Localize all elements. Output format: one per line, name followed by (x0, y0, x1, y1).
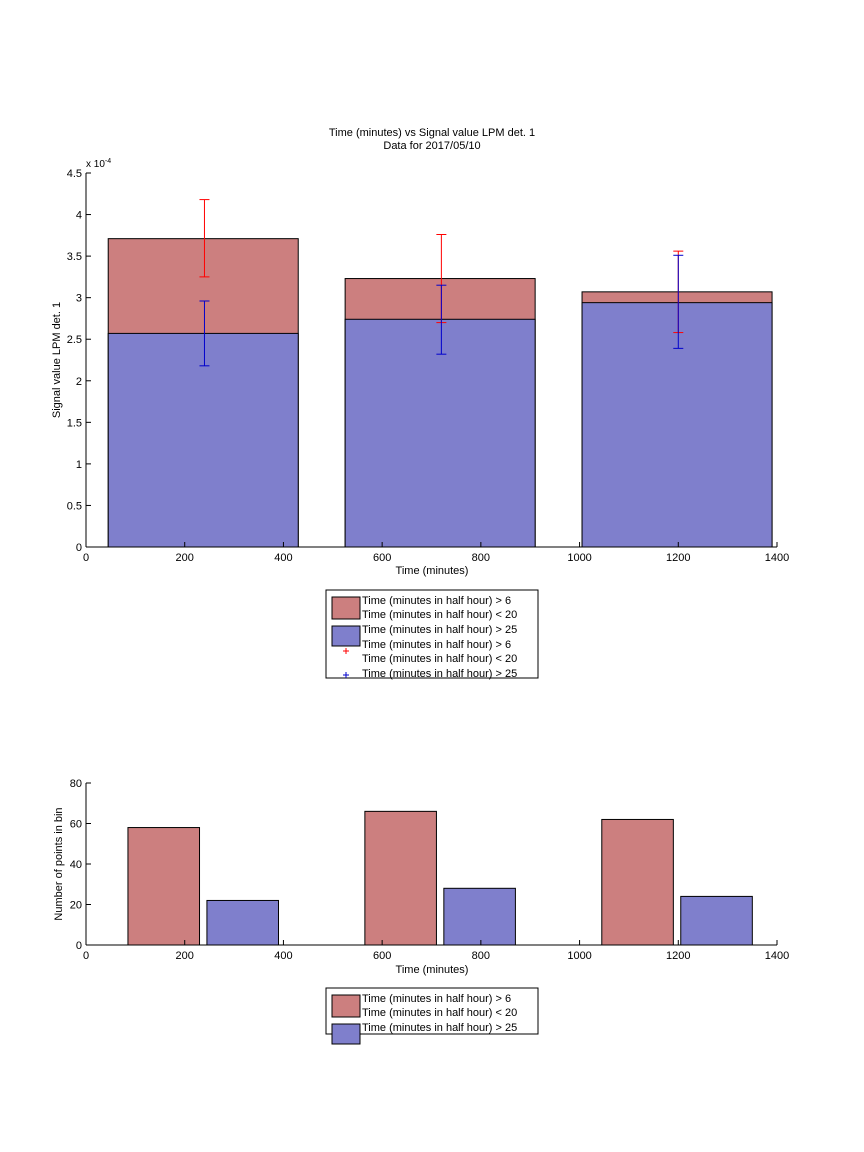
x-tick-label: 1400 (765, 950, 789, 962)
chart-subtitle: Data for 2017/05/10 (383, 140, 480, 152)
bar-blue (107, 332, 299, 548)
x-tick-label: 800 (472, 950, 490, 962)
bar-blue (344, 318, 536, 548)
x-tick-label: 0 (83, 552, 89, 564)
legend-box (325, 987, 539, 1035)
y-tick-label: 0 (76, 940, 82, 952)
legend-label: Time (minutes in half hour) > 25 (362, 668, 517, 680)
legend-label: Time (minutes in half hour) < 20 (362, 609, 517, 621)
legend: Time (minutes in half hour) > 6 Time (min… (325, 987, 539, 1045)
x-tick-label: 1000 (567, 552, 591, 564)
legend: Time (minutes in half hour) > 6 Time (min… (325, 589, 539, 680)
y-tick-label: 80 (70, 778, 82, 790)
bar-blue (581, 302, 773, 548)
legend-label: Time (minutes in half hour) > 6 (362, 595, 511, 607)
y-tick-label: 20 (70, 900, 82, 912)
x-tick-label: 1200 (666, 552, 690, 564)
legend-label: Time (minutes in half hour) > 6 (362, 993, 511, 1005)
x-tick-label: 1400 (765, 552, 789, 564)
count-bars (127, 810, 753, 946)
y-tick-label: 4.5 (67, 168, 82, 180)
y-exponent-base: x 10 (86, 159, 105, 170)
y-tick-label: 0.5 (67, 500, 82, 512)
x-axis-label: Time (minutes) (396, 565, 469, 577)
y-tick-label: 60 (70, 819, 82, 831)
legend-label: Time (minutes in half hour) < 20 (362, 1007, 517, 1019)
x-tick-label: 200 (176, 552, 194, 564)
count-bar (206, 899, 279, 946)
count-bar (364, 810, 437, 946)
y-tick-label: 1 (76, 459, 82, 471)
y-tick-label: 0 (76, 542, 82, 554)
x-tick-label: 1000 (567, 950, 591, 962)
x-axis-label: Time (minutes) (396, 964, 469, 976)
x-tick-label: 600 (373, 552, 391, 564)
count-bar (680, 895, 753, 946)
x-tick-label: 200 (176, 950, 194, 962)
legend-label: Time (minutes in half hour) < 20 (362, 653, 517, 665)
signal-chart: Time (minutes) vs Signal value LPM det. … (51, 127, 789, 680)
x-tick-label: 800 (472, 552, 490, 564)
y-tick-label: 2.5 (67, 334, 82, 346)
y-exponent-power: -4 (105, 158, 111, 165)
legend-patch (331, 625, 361, 647)
legend-label: Time (minutes in half hour) > 25 (362, 1022, 517, 1034)
count-bar (443, 887, 516, 946)
x-tick-label: 1200 (666, 950, 690, 962)
y-tick-label: 40 (70, 859, 82, 871)
axes: 0 200 400 600 800 1000 1200 1400 0 0.5 1 1.5 2 2.5 3 3.… (67, 168, 790, 564)
count-chart: 0 200 400 600 800 1000 1200 1400 0 20 40 60 80 Time … (53, 778, 789, 1045)
legend-box (325, 589, 539, 679)
y-tick-label: 2 (76, 376, 82, 388)
error-bars (199, 199, 684, 367)
count-bar (601, 818, 674, 946)
chart-title: Time (minutes) vs Signal value LPM det. … (329, 127, 535, 139)
y-tick-label: 3 (76, 293, 82, 305)
y-axis-label: Number of points in bin (53, 807, 65, 920)
legend-label: Time (minutes in half hour) > 6 (362, 639, 511, 651)
legend-patch (331, 994, 361, 1018)
legend-patch (331, 1023, 361, 1045)
x-tick-label: 400 (274, 950, 292, 962)
y-tick-label: 4 (76, 210, 82, 222)
y-axis-label: Signal value LPM det. 1 (51, 302, 63, 418)
count-bar (127, 827, 201, 946)
y-exponent-label: x 10-4 (86, 158, 111, 170)
legend-label: Time (minutes in half hour) > 25 (362, 624, 517, 636)
x-tick-label: 0 (83, 950, 89, 962)
legend-patch (331, 596, 361, 620)
axes: 0 200 400 600 800 1000 1200 1400 0 20 40 60 80 (70, 778, 789, 962)
x-tick-label: 600 (373, 950, 391, 962)
y-tick-label: 3.5 (67, 251, 82, 263)
y-tick-label: 1.5 (67, 417, 82, 429)
stacked-bars (107, 238, 773, 548)
x-tick-label: 400 (274, 552, 292, 564)
